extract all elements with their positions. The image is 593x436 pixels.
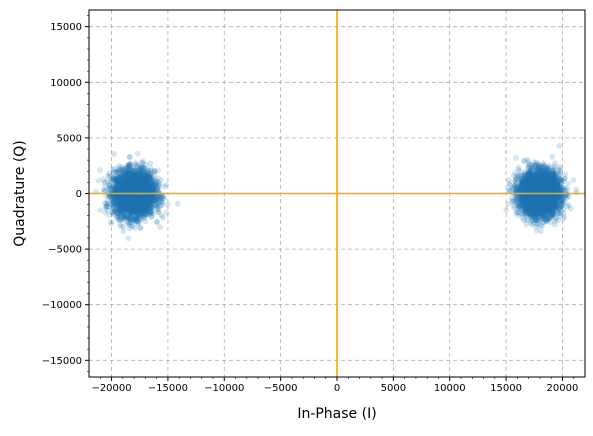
data-point	[133, 160, 138, 165]
data-point	[155, 204, 160, 209]
data-point	[137, 192, 142, 197]
data-point	[102, 181, 107, 186]
data-point	[538, 229, 543, 234]
data-point	[121, 224, 126, 229]
data-point	[143, 185, 148, 190]
data-point	[124, 178, 129, 183]
data-point	[111, 202, 116, 207]
data-point	[162, 184, 167, 189]
data-point	[155, 219, 160, 224]
data-point	[160, 215, 165, 220]
data-point	[116, 217, 121, 222]
data-point	[138, 184, 143, 189]
data-point	[136, 218, 141, 223]
data-point	[122, 188, 127, 193]
data-point	[132, 200, 137, 205]
data-point	[117, 178, 122, 183]
data-point	[165, 202, 170, 207]
data-point	[135, 211, 140, 216]
data-point	[123, 173, 128, 178]
data-point	[106, 183, 111, 188]
data-point	[148, 161, 153, 166]
data-point	[126, 236, 131, 241]
data-point	[122, 202, 127, 207]
data-point	[130, 208, 135, 213]
data-point	[135, 151, 140, 156]
data-point	[145, 209, 150, 214]
data-point	[115, 186, 120, 191]
data-point	[159, 199, 164, 204]
data-point	[164, 210, 169, 215]
data-point	[574, 190, 579, 195]
data-point	[97, 168, 102, 173]
data-point	[104, 204, 109, 209]
data-point	[109, 221, 114, 226]
data-point	[110, 176, 115, 181]
data-point	[98, 208, 103, 213]
data-point	[149, 177, 154, 182]
data-point	[121, 168, 126, 173]
data-point	[127, 222, 132, 227]
data-point	[136, 166, 141, 171]
data-point	[147, 170, 152, 175]
data-point	[107, 213, 112, 218]
data-point	[96, 178, 101, 183]
data-point	[118, 199, 123, 204]
data-point	[175, 201, 180, 206]
data-point	[550, 154, 555, 159]
data-point	[158, 194, 163, 199]
data-point	[150, 204, 155, 209]
data-point	[111, 151, 116, 156]
data-point	[114, 170, 119, 175]
data-point	[150, 184, 155, 189]
data-point	[112, 195, 117, 200]
data-point	[155, 176, 160, 181]
data-point	[127, 154, 132, 159]
data-point	[563, 172, 568, 177]
data-point	[138, 198, 143, 203]
data-point	[130, 185, 135, 190]
data-point	[145, 203, 150, 208]
data-point	[149, 214, 154, 219]
data-point	[132, 179, 137, 184]
data-point	[142, 214, 147, 219]
data-point	[158, 225, 163, 230]
